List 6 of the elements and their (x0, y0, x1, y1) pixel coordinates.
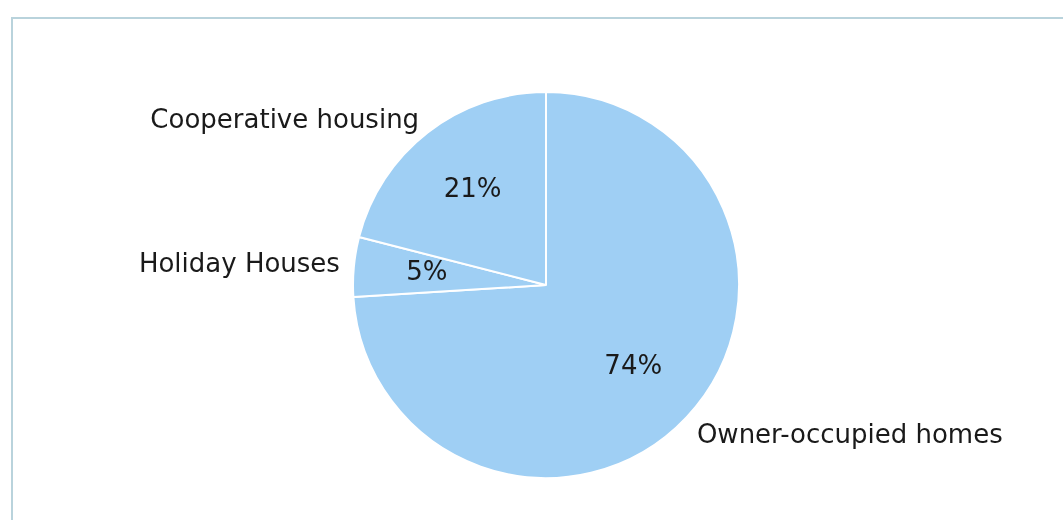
slice-label: Holiday Houses (138, 248, 340, 279)
data-label: 74% (604, 349, 663, 380)
slice-label: Owner-occupied homes (696, 419, 1003, 450)
data-label: 5% (406, 256, 448, 287)
slice-label: Cooperative housing (150, 104, 420, 135)
data-label: 21% (443, 173, 502, 204)
